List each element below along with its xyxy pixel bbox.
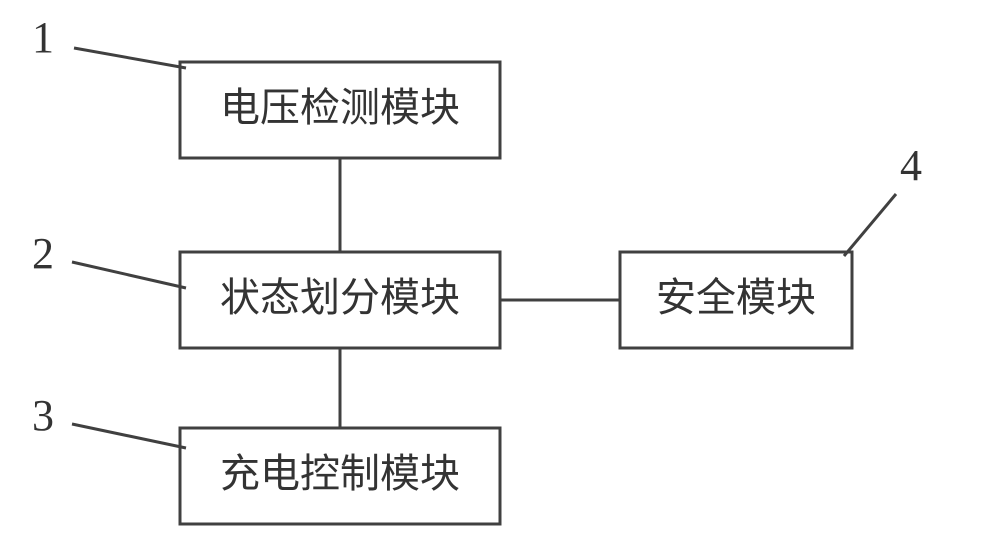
leader-n2 [72, 262, 186, 288]
ref-number-n2: 2 [32, 229, 54, 278]
block-label-n1: 电压检测模块 [220, 85, 460, 130]
ref-number-n4: 4 [900, 141, 922, 190]
ref-number-n3: 3 [32, 391, 54, 440]
block-label-n3: 充电控制模块 [220, 451, 460, 496]
leader-n3 [72, 424, 186, 448]
ref-number-n1: 1 [32, 13, 54, 62]
leader-n1 [74, 48, 186, 68]
leader-n4 [844, 194, 896, 256]
block-diagram: 电压检测模块状态划分模块充电控制模块 安全模块 1 2 3 4 [0, 0, 1000, 549]
block-label-n2: 状态划分模块 [220, 275, 460, 320]
block-label-n4: 安全模块 [656, 275, 816, 320]
